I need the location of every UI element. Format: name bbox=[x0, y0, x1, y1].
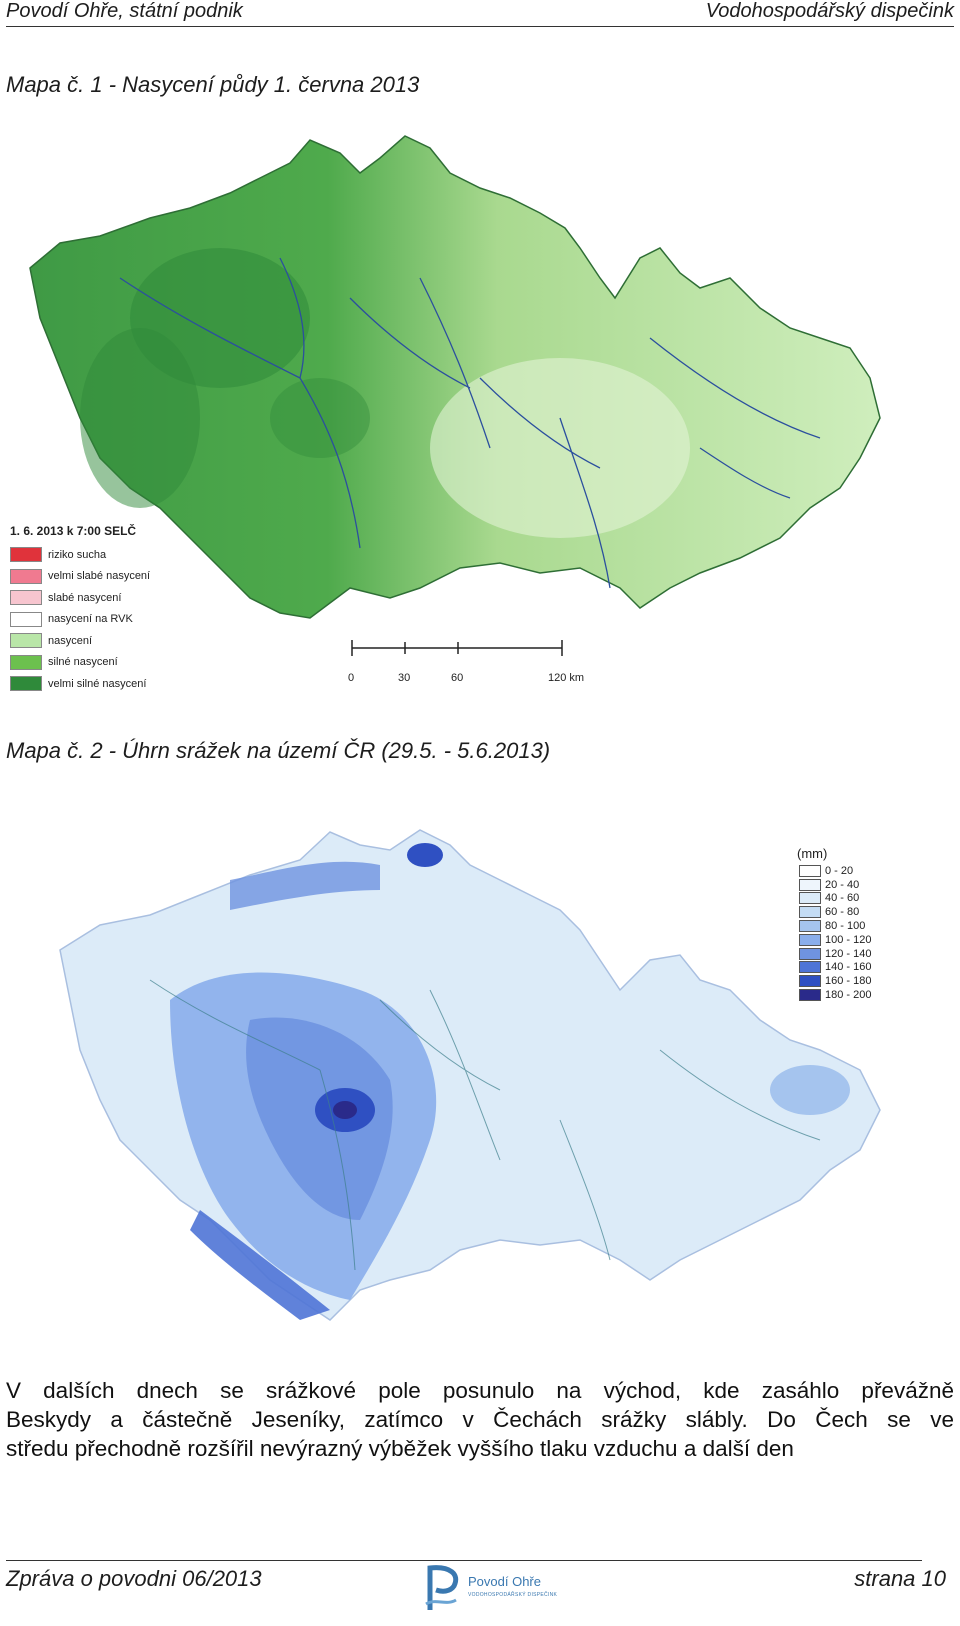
legend-row: nasycení na RVK bbox=[10, 609, 150, 631]
precip-east-area bbox=[770, 1065, 850, 1115]
legend-swatch bbox=[10, 611, 42, 627]
legend-row: riziko sucha bbox=[10, 544, 150, 566]
soil-saturation-map bbox=[29, 135, 881, 656]
legend-swatch bbox=[799, 864, 821, 877]
legend-swatch bbox=[799, 920, 821, 933]
legend-row: velmi silné nasycení bbox=[10, 673, 150, 695]
legend-row: slabé nasycení bbox=[10, 587, 150, 609]
footer-left: Zpráva o povodni 06/2013 bbox=[6, 1566, 262, 1591]
legend-swatch bbox=[10, 568, 42, 584]
legend-label: velmi silné nasycení bbox=[48, 677, 147, 690]
paragraph-line: středu přechodně rozšířil nevýrazný výbě… bbox=[6, 1436, 794, 1461]
logo-name: Povodí Ohře bbox=[468, 1574, 541, 1589]
legend-label: 160 - 180 bbox=[825, 975, 872, 988]
legend-label: 180 - 200 bbox=[825, 989, 872, 1002]
map2-legend: (mm) 0 - 20 20 - 40 40 - 60 60 - 80 80 -… bbox=[797, 846, 871, 1002]
legend-row: 40 - 60 bbox=[799, 892, 871, 906]
map1-legend: 1. 6. 2013 k 7:00 SELČ riziko sucha velm… bbox=[10, 524, 150, 695]
paragraph-line: V dalších dnech se srážkové pole posunul… bbox=[6, 1378, 954, 1403]
legend-swatch bbox=[799, 878, 821, 891]
legend-label: silné nasycení bbox=[48, 656, 118, 669]
legend-label: riziko sucha bbox=[48, 548, 107, 561]
legend-label: 140 - 160 bbox=[825, 961, 872, 974]
light-area bbox=[430, 358, 690, 538]
legend-swatch bbox=[799, 975, 821, 988]
scale-tick-label: 60 bbox=[451, 672, 464, 684]
legend-swatch bbox=[799, 892, 821, 905]
scale-bar bbox=[351, 640, 563, 656]
scale-tick-label: 0 bbox=[348, 672, 355, 684]
legend-swatch bbox=[10, 633, 42, 649]
legend-row: 100 - 120 bbox=[799, 933, 871, 947]
logo-mark-icon bbox=[425, 1565, 459, 1610]
legend-row: 20 - 40 bbox=[799, 878, 871, 892]
legend-swatch bbox=[799, 906, 821, 919]
precipitation-map bbox=[59, 829, 881, 1321]
map1-legend-title: 1. 6. 2013 k 7:00 SELČ bbox=[10, 524, 137, 538]
legend-row: 120 - 140 bbox=[799, 947, 871, 961]
legend-row: 140 - 160 bbox=[799, 961, 871, 975]
legend-row: 0 - 20 bbox=[799, 864, 871, 878]
legend-label: 80 - 100 bbox=[825, 920, 866, 933]
precip-north-band bbox=[230, 861, 380, 910]
paragraph-line: Beskydy a částečně Jeseníky, zatímco v Č… bbox=[6, 1407, 954, 1432]
precip-southwest-band bbox=[190, 1210, 330, 1320]
legend-label: 20 - 40 bbox=[825, 878, 860, 891]
legend-row: 80 - 100 bbox=[799, 919, 871, 933]
legend-label: nasycení bbox=[48, 634, 93, 647]
footer-page-number: strana 10 bbox=[854, 1566, 946, 1591]
legend-row: 180 - 200 bbox=[799, 988, 871, 1002]
legend-swatch bbox=[799, 989, 821, 1002]
legend-label: nasycení na RVK bbox=[48, 613, 133, 626]
dark-green-area bbox=[80, 328, 200, 508]
rivers bbox=[149, 979, 821, 1271]
legend-row: silné nasycení bbox=[10, 652, 150, 674]
legend-swatch bbox=[10, 676, 42, 692]
map1-caption: Mapa č. 1 - Nasycení půdy 1. června 2013 bbox=[6, 72, 420, 97]
legend-label: 120 - 140 bbox=[825, 947, 872, 960]
header-right: Vodohospodářský dispečink bbox=[705, 0, 954, 22]
legend-row: 60 - 80 bbox=[799, 905, 871, 919]
legend-label: velmi slabé nasycení bbox=[48, 570, 151, 583]
legend-row: nasycení bbox=[10, 630, 150, 652]
rivers bbox=[119, 257, 821, 589]
legend-label: 0 - 20 bbox=[825, 864, 854, 877]
page-header: Povodí Ohře, státní podnik Vodohospodářs… bbox=[6, 0, 954, 27]
scale-tick-label: 120 km bbox=[548, 672, 585, 684]
scale-tick-label: 30 bbox=[398, 672, 411, 684]
legend-label: 100 - 120 bbox=[825, 933, 872, 946]
dark-green-area bbox=[270, 378, 370, 458]
body-paragraph: V dalších dnech se srážkové pole posunul… bbox=[6, 1376, 954, 1463]
map2-caption: Mapa č. 2 - Úhrn srážek na území ČR (29.… bbox=[6, 738, 551, 763]
legend-row: velmi slabé nasycení bbox=[10, 566, 150, 588]
legend-swatch bbox=[799, 961, 821, 974]
precip-north-peak bbox=[407, 843, 443, 867]
legend-row: 160 - 180 bbox=[799, 974, 871, 988]
legend-swatch bbox=[10, 654, 42, 670]
logo-subtitle: VODOHOSPODÁŘSKÝ DISPEČINK bbox=[468, 1592, 558, 1598]
footer-rule bbox=[6, 1560, 922, 1561]
precip-peak-core bbox=[333, 1101, 357, 1119]
map2-legend-unit: (mm) bbox=[797, 846, 828, 861]
legend-label: 40 - 60 bbox=[825, 892, 860, 905]
legend-label: 60 - 80 bbox=[825, 906, 860, 919]
povodi-ohre-logo: Povodí Ohře VODOHOSPODÁŘSKÝ DISPEČINK bbox=[420, 1558, 590, 1620]
legend-swatch bbox=[799, 933, 821, 946]
legend-swatch bbox=[10, 590, 42, 606]
legend-swatch bbox=[799, 947, 821, 960]
header-left: Povodí Ohře, státní podnik bbox=[6, 0, 243, 22]
legend-label: slabé nasycení bbox=[48, 591, 122, 604]
legend-swatch bbox=[10, 547, 42, 563]
